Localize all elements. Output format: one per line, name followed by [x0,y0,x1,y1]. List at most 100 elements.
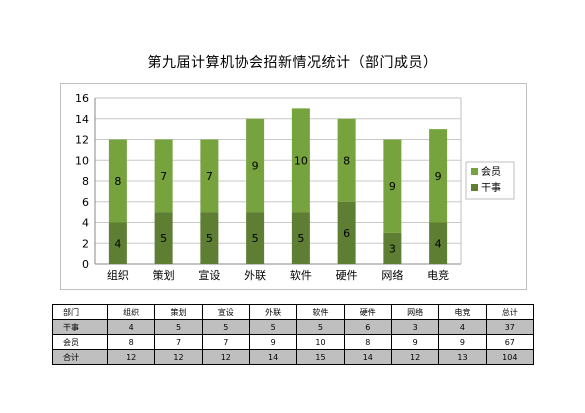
table-cell: 9 [248,334,298,350]
y-tick-label: 8 [82,175,89,188]
data-label: 9 [389,180,396,193]
x-tick-label: 外联 [244,269,266,282]
table-cell: 8 [106,334,156,350]
y-tick-label: 14 [75,113,89,126]
table-cell: 7 [201,334,250,350]
x-tick-label: 电竞 [427,268,449,282]
y-tick-label: 10 [75,154,89,167]
row-header-cell: 部门 [52,304,108,320]
x-tick-label: 策划 [153,268,175,282]
table-cell: 3 [390,319,440,335]
table-cell: 4 [438,319,487,335]
data-label: 8 [343,154,350,167]
bar-huiyuan [291,108,310,213]
table-cell: 12 [154,349,203,365]
x-tick-label: 宣设 [198,268,220,282]
legend-swatch [471,184,478,191]
y-tick-label: 12 [75,134,89,147]
row-header-cell: 合计 [52,349,108,365]
table-cell: 5 [296,319,345,335]
table-cell: 15 [296,349,345,365]
row-header-cell: 会员 [52,334,108,350]
table-cell: 9 [438,334,487,350]
bar-huiyuan [154,139,173,213]
bar-huiyuan [337,118,356,202]
table-cell: 组织 [106,304,156,320]
row-header-cell: 干事 [52,319,108,335]
bar-ganshi [337,201,356,264]
data-label: 4 [435,237,442,250]
table-cell: 5 [154,319,203,335]
data-label: 3 [389,242,396,255]
data-label: 4 [114,237,121,250]
table-cell: 电竞 [438,304,487,320]
y-tick-label: 6 [82,196,89,209]
table-cell: 5 [248,319,298,335]
table-cell: 10 [296,334,345,350]
y-tick-label: 4 [82,217,89,230]
table-cell: 宣设 [201,304,250,320]
bar-ganshi [200,212,219,264]
table-row: 会员 8 7 7 9 10 8 9 9 67 [52,334,535,350]
table-cell: 策划 [154,304,203,320]
table-cell: 13 [438,349,487,365]
table-cell: 104 [485,349,535,365]
legend-label: 干事 [481,181,501,194]
bar-huiyuan [383,139,402,233]
x-tick-label: 软件 [290,268,312,282]
bar-huiyuan [108,139,127,223]
data-label: 6 [343,227,350,240]
y-tick-label: 16 [75,92,89,105]
table-row: 干事 4 5 5 5 5 6 3 4 37 [52,319,535,335]
table-cell: 8 [343,334,392,350]
chart-title: 第九届计算机协会招新情况统计（部门成员） [147,55,438,71]
legend-swatch [471,168,478,175]
y-tick-label: 0 [82,258,89,271]
x-tick-label: 硬件 [336,269,358,282]
bar-ganshi [154,212,173,264]
x-tick-label: 组织 [107,268,129,282]
table-cell: 9 [390,334,440,350]
data-table: 部门 组织 策划 宣设 外联 软件 硬件 网络 电竞 总计 干事 4 5 5 5 5 6 3 4 37 会员 8 7 7 9 10… [52,304,535,365]
data-label: 10 [294,154,308,167]
table-cell: 网络 [390,304,440,320]
bar-ganshi [383,232,402,264]
bar-huiyuan [246,118,265,213]
data-label: 5 [252,232,259,245]
table-cell: 外联 [248,304,298,320]
x-tick-label: 网络 [381,268,403,282]
table-cell: 6 [343,319,392,335]
legend-label: 会员 [481,165,501,178]
data-label: 5 [160,232,167,245]
table-cell: 7 [154,334,203,350]
data-label: 9 [252,159,259,172]
data-label: 5 [297,232,304,245]
bar-ganshi [429,222,448,264]
bar-ganshi [108,222,127,264]
table-header-row: 部门 组织 策划 宣设 外联 软件 硬件 网络 电竞 总计 [52,304,535,320]
table-cell: 4 [106,319,156,335]
bar-huiyuan [200,139,219,213]
table-cell: 总计 [485,304,535,320]
table-cell: 5 [201,319,250,335]
table-row: 合计 12 12 12 14 15 14 12 13 104 [52,349,535,365]
y-tick-label: 2 [82,237,89,250]
data-label: 5 [206,232,213,245]
data-label: 7 [160,170,167,183]
stacked-bar-chart: 0 2 4 6 8 10 12 14 16 4 8 组织 5 7 策划 5 7 宣设 5 9 外联 5 10 软件 6 8 硬件 3 9… [75,92,515,282]
table-cell: 12 [201,349,250,365]
bar-ganshi [291,212,310,264]
table-cell: 14 [343,349,392,365]
table-cell: 软件 [296,304,345,320]
table-cell: 12 [390,349,440,365]
table-cell: 14 [248,349,298,365]
data-label: 7 [206,170,213,183]
table-cell: 硬件 [343,304,392,320]
data-label: 9 [435,170,442,183]
bar-huiyuan [429,129,448,223]
chart-area: 0 2 4 6 8 10 12 14 16 4 8 组织 5 7 策划 5 7 宣设 5 9 外联 5 10 软件 6 8 硬件 3 9… [60,83,527,290]
table-cell: 12 [106,349,156,365]
data-label: 8 [114,175,121,188]
table-cell: 37 [485,319,535,335]
bar-ganshi [246,212,265,264]
